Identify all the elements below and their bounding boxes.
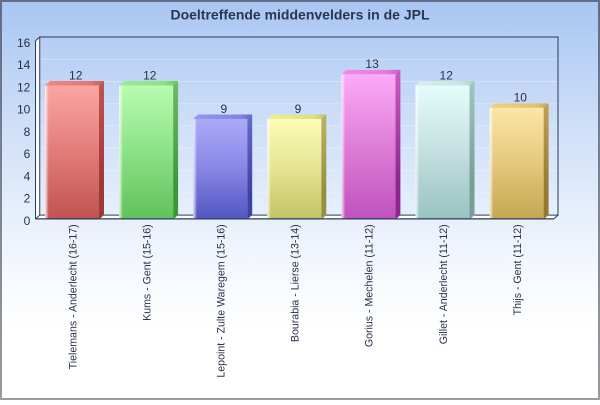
svg-text:8: 8 [24,125,31,139]
svg-text:Gorius - Mechelen (11-12): Gorius - Mechelen (11-12) [364,224,376,347]
svg-text:14: 14 [17,58,31,72]
svg-text:Gillet - Anderlecht (11-12): Gillet - Anderlecht (11-12) [438,224,450,344]
svg-text:12: 12 [143,68,157,82]
svg-text:9: 9 [221,102,228,116]
svg-text:2: 2 [24,192,31,206]
svg-text:16: 16 [17,36,31,50]
svg-text:6: 6 [24,147,31,161]
svg-text:Tielemans - Anderlecht (16-17): Tielemans - Anderlecht (16-17) [67,224,79,369]
svg-text:10: 10 [514,91,528,105]
svg-text:0: 0 [24,214,31,228]
svg-text:Thijs - Gent (11-12): Thijs - Gent (11-12) [512,224,524,315]
svg-text:4: 4 [24,170,31,184]
svg-text:Bourabia - Lierse (13-14): Bourabia - Lierse (13-14) [290,224,302,342]
svg-text:10: 10 [17,103,31,117]
svg-text:Lepoint - Zulte Waregem (15-16: Lepoint - Zulte Waregem (15-16) [216,224,228,377]
svg-text:12: 12 [17,80,31,94]
svg-text:Doeltreffende middenvelders in: Doeltreffende middenvelders in de JPL [170,7,430,23]
svg-text:Kums - Gent (15-16): Kums - Gent (15-16) [141,224,153,321]
svg-text:12: 12 [69,68,83,82]
svg-text:13: 13 [365,57,379,71]
svg-text:9: 9 [295,102,302,116]
svg-text:12: 12 [440,68,454,82]
